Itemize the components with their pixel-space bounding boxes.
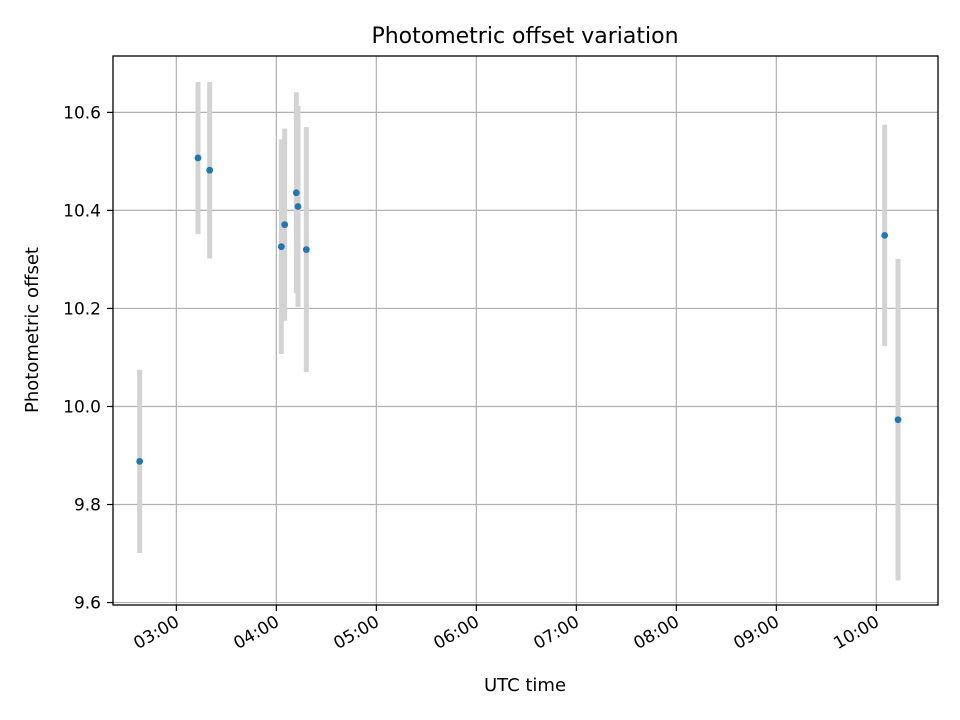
y-axis-label: Photometric offset bbox=[22, 247, 43, 413]
tick-layer: 03:00 04:00 05:00 06:00 07:00 08:00 09:00 10:00… bbox=[63, 103, 883, 653]
data-point bbox=[294, 203, 302, 210]
grid-layer bbox=[113, 56, 938, 605]
data-point bbox=[277, 243, 285, 251]
x-tick-label: 05:00 bbox=[330, 612, 382, 654]
errorbar-layer bbox=[137, 81, 901, 581]
y-tick-label: 10.4 bbox=[63, 201, 101, 221]
x-axis-label: UTC time bbox=[484, 675, 566, 696]
data-point bbox=[894, 416, 902, 424]
y-tick-label: 9.6 bbox=[74, 594, 101, 614]
point-layer bbox=[136, 154, 902, 465]
plot-frame bbox=[112, 55, 939, 606]
x-tick-label: 04:00 bbox=[230, 612, 282, 654]
x-tick-label: 07:00 bbox=[530, 612, 582, 654]
x-tick-label: 10:00 bbox=[830, 612, 882, 654]
data-point bbox=[302, 246, 310, 254]
x-tick-label: 09:00 bbox=[730, 612, 782, 654]
data-point bbox=[136, 457, 144, 465]
data-point bbox=[281, 221, 289, 229]
data-point bbox=[194, 154, 202, 162]
x-tick-label: 03:00 bbox=[130, 612, 182, 654]
y-tick-label: 10.2 bbox=[63, 299, 101, 319]
x-tick-label: 06:00 bbox=[430, 612, 482, 654]
y-tick-label: 9.8 bbox=[74, 496, 101, 516]
data-point bbox=[206, 166, 214, 174]
data-point bbox=[881, 232, 889, 239]
y-tick-label: 10.6 bbox=[63, 103, 101, 123]
y-tick-label: 10.0 bbox=[63, 397, 101, 417]
data-point bbox=[292, 189, 300, 197]
x-tick-label: 08:00 bbox=[630, 612, 682, 654]
chart-title: Photometric offset variation bbox=[371, 24, 678, 49]
